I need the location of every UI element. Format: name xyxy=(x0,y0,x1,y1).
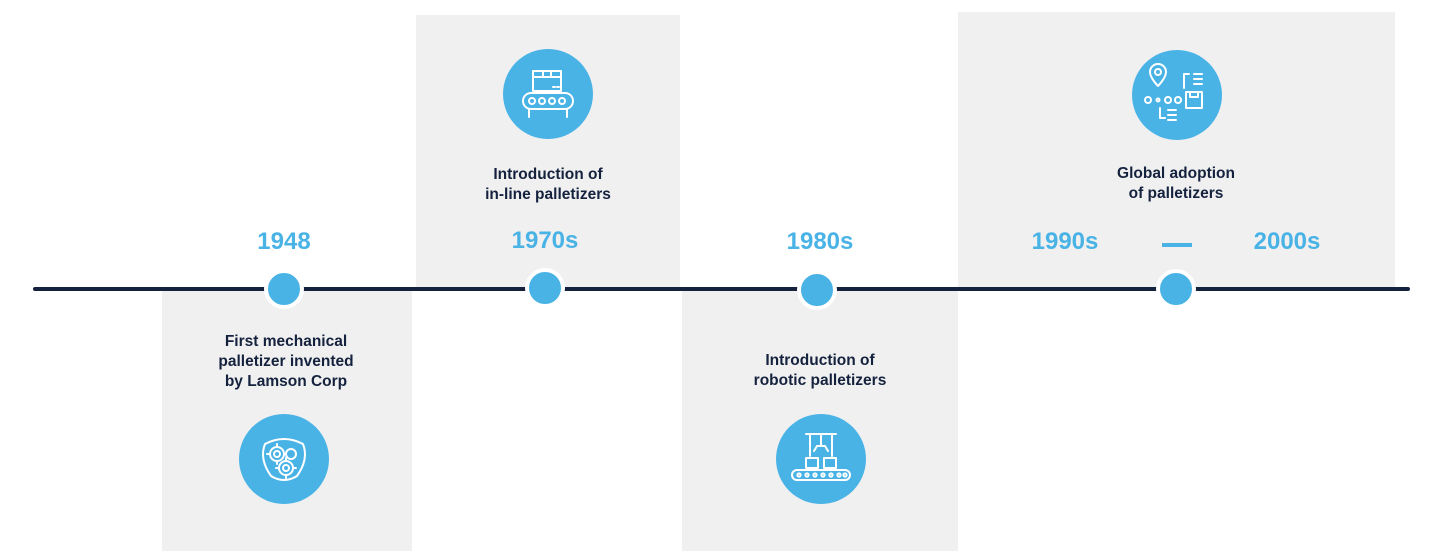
timeline-dot-1980s xyxy=(797,270,837,310)
description-line: robotic palletizers xyxy=(753,372,887,389)
year-label-1970s: 1970s xyxy=(511,227,579,254)
timeline-dot-1948 xyxy=(264,269,304,309)
global-logistics-icon xyxy=(1132,50,1222,140)
year-label-1948: 1948 xyxy=(257,228,311,255)
conveyor-icon xyxy=(503,49,593,139)
year-label-1990s: 1990s xyxy=(1031,228,1099,255)
description-line: Introduction of xyxy=(765,352,875,369)
year-label-1980s: 1980s xyxy=(786,228,854,255)
timeline-dot-1970s xyxy=(525,268,565,308)
robotic-arm-icon xyxy=(776,414,866,504)
description-line: of palletizers xyxy=(1128,185,1224,202)
milestone-description-1948: First mechanical palletizer invented by … xyxy=(166,332,406,392)
description-line: Introduction of xyxy=(493,166,603,183)
description-line: palletizer invented xyxy=(218,353,354,370)
description-line: by Lamson Corp xyxy=(224,373,348,390)
timeline-dot-1990s-2000s xyxy=(1156,269,1196,309)
milestone-description-1980s: Introduction of robotic palletizers xyxy=(700,351,940,391)
description-line: in-line palletizers xyxy=(485,186,611,203)
description-line: First mechanical xyxy=(224,333,348,350)
year-label-2000s: 2000s xyxy=(1253,228,1321,255)
year-range-dash xyxy=(1162,243,1192,247)
milestone-description-1990s-2000s: Global adoption of palletizers xyxy=(1056,164,1296,204)
gears-icon xyxy=(239,414,329,504)
milestone-description-1970s: Introduction of in-line palletizers xyxy=(428,165,668,205)
description-line: Global adoption xyxy=(1117,165,1235,182)
timeline-axis xyxy=(33,287,1410,291)
